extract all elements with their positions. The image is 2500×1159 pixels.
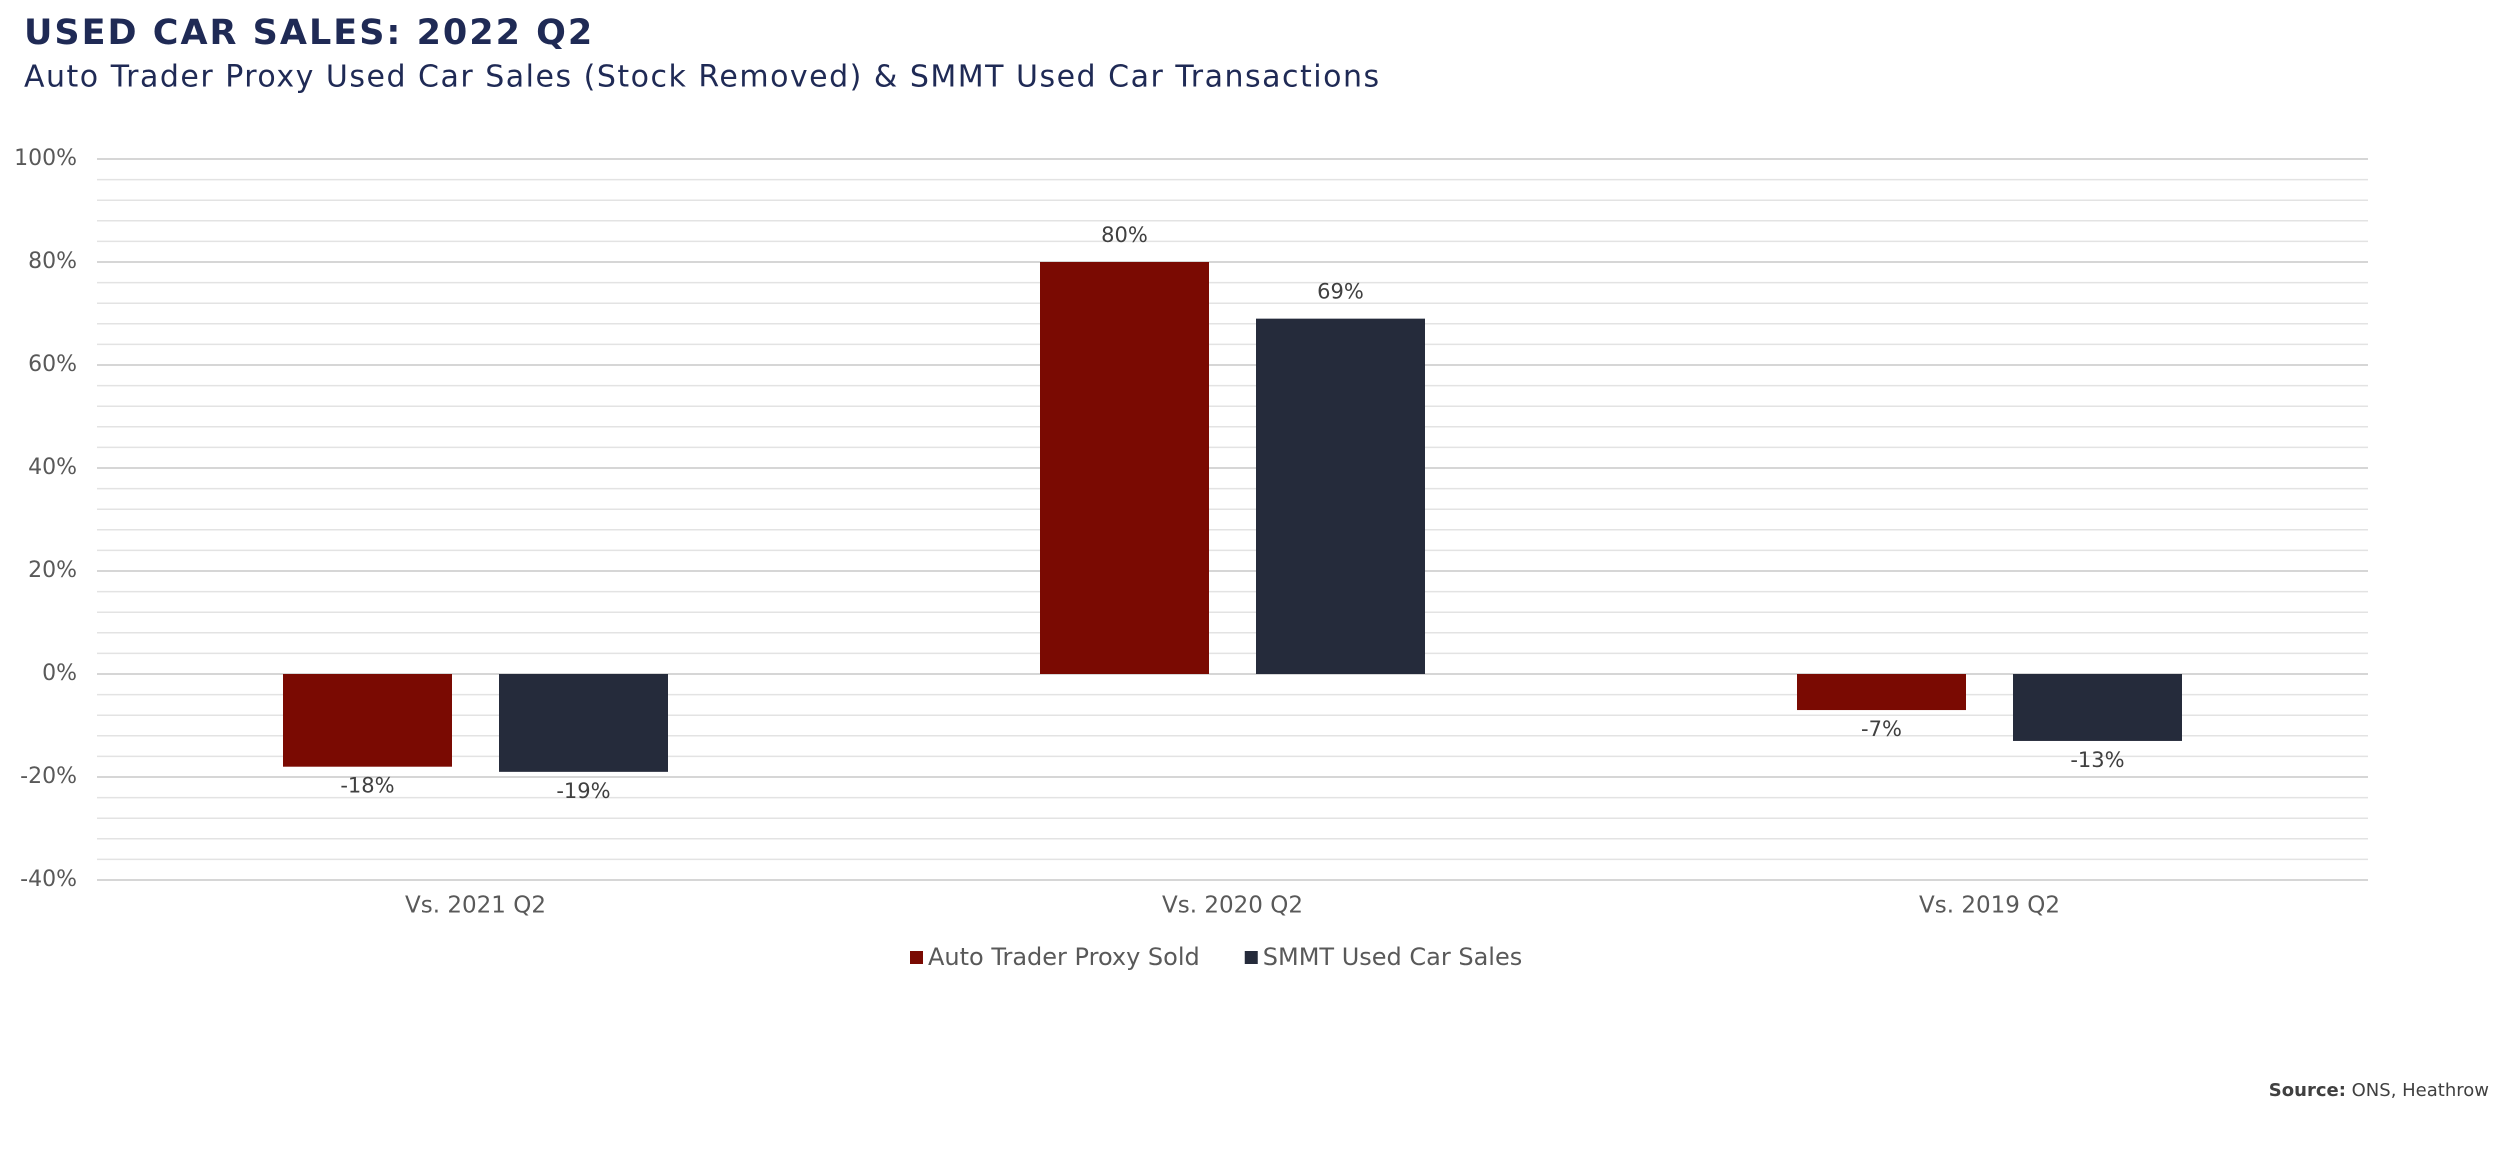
legend-swatch [910, 951, 923, 964]
bar [1256, 318, 1425, 674]
value-label: -13% [2070, 748, 2124, 772]
legend-label: SMMT Used Car Sales [1263, 943, 1522, 971]
y-tick-label: 80% [28, 249, 77, 274]
value-label: -19% [556, 779, 610, 803]
value-label: 69% [1317, 280, 1364, 304]
bar [2013, 674, 2182, 741]
source-label: Source: [2269, 1080, 2346, 1101]
legend-label: Auto Trader Proxy Sold [928, 943, 1200, 971]
bar [283, 674, 452, 767]
chart-title: USED CAR SALES: 2022 Q2 [24, 13, 594, 53]
chart-subtitle: Auto Trader Proxy Used Car Sales (Stock … [24, 60, 1381, 95]
value-label: -7% [1861, 717, 1902, 741]
x-tick-label: Vs. 2021 Q2 [405, 893, 546, 919]
y-tick-label: -40% [20, 867, 77, 892]
y-tick-label: 20% [28, 558, 77, 583]
bar [1797, 674, 1966, 711]
x-tick-label: Vs. 2020 Q2 [1162, 893, 1303, 919]
source-text: ONS, Heathrow [2352, 1080, 2489, 1101]
source: Source: ONS, Heathrow [2269, 1080, 2489, 1101]
value-label: 80% [1101, 223, 1148, 247]
x-tick-label: Vs. 2019 Q2 [1919, 893, 2060, 919]
legend-swatch [1244, 951, 1258, 964]
y-tick-label: 100% [14, 146, 77, 171]
bar [499, 674, 668, 772]
y-tick-label: 0% [42, 661, 77, 686]
y-tick-label: 40% [28, 455, 77, 480]
legend: Auto Trader Proxy Sold SMMT Used Car Sale… [910, 943, 1522, 971]
y-tick-label: -20% [20, 764, 77, 789]
value-label: -18% [340, 774, 394, 798]
y-tick-label: 60% [28, 352, 77, 377]
bar [1040, 262, 1209, 674]
